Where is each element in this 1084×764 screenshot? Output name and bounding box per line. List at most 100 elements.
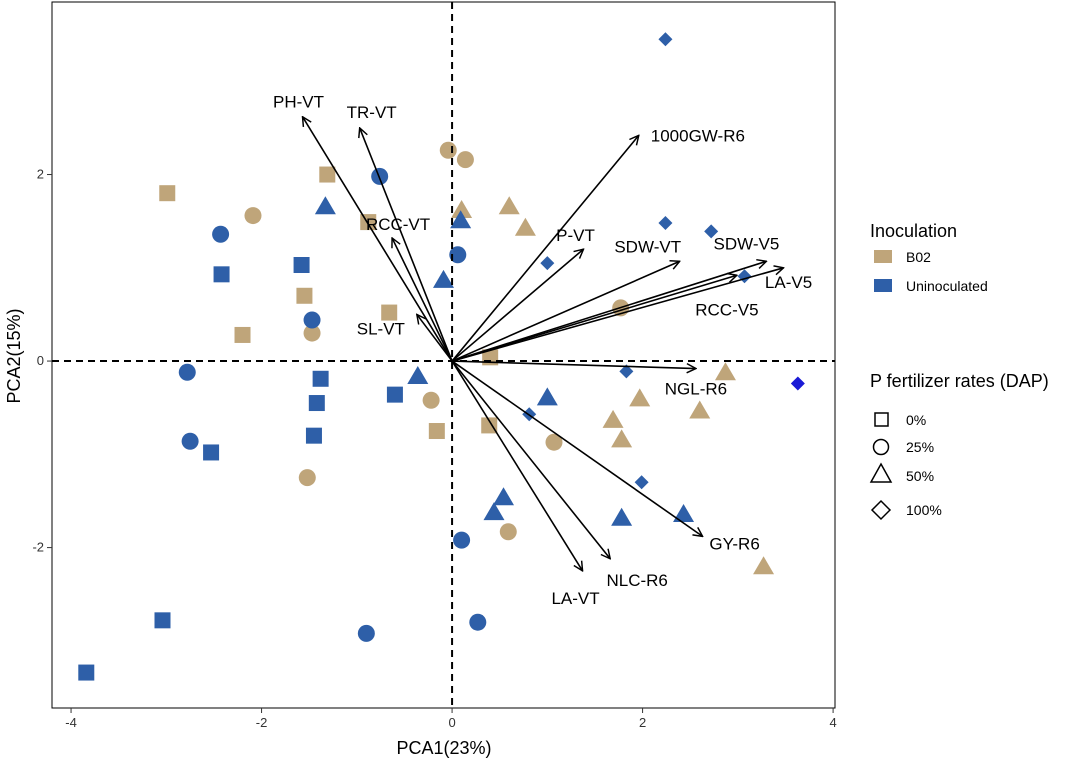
vector-1000gw-r6 (451, 135, 639, 362)
legend-label-0pct: 0% (906, 412, 926, 428)
point-b02-circle-10 (456, 151, 474, 169)
vector-label-ph-vt: PH-VT (273, 93, 324, 112)
y-tick-label-2: 2 (37, 167, 44, 182)
vector-gy-r6 (451, 360, 703, 536)
point-uninoculated-circle-41 (181, 432, 199, 450)
point-uninoculated-square-35 (78, 664, 95, 681)
point-uninoculated-diamond-54 (658, 32, 673, 47)
point-b02-triangle-18 (451, 199, 473, 218)
legend-label-50pct: 50% (906, 468, 934, 484)
point-uninoculated-square-29 (312, 370, 329, 387)
point-b02-square-4 (381, 304, 398, 321)
x-tick-label--2: -2 (256, 715, 268, 730)
point-uninoculated-square-30 (308, 395, 325, 412)
point-uninoculated-diamond-59 (619, 364, 634, 379)
vector-rcc-v5 (451, 275, 737, 362)
legend-key-b02 (874, 250, 892, 263)
vectors-layer: PH-VT TR-VT 1000GW-R6 RCC-VT P-VT SDW-VT SDW-V… (273, 93, 812, 608)
point-uninoculated-triangle-50 (493, 487, 515, 506)
legend-key-uninoculated (874, 279, 892, 292)
legend-key-diamond (870, 499, 892, 521)
vector-la-vt (451, 360, 583, 571)
vector-label-sdw-v5: SDW-V5 (714, 234, 780, 253)
point-b02-square-8 (428, 423, 445, 440)
point-b02-circle-12 (303, 324, 321, 342)
point-uninoculated-square-27 (213, 266, 230, 283)
x-tick-label--4: -4 (65, 715, 77, 730)
point-b02-square-0 (159, 185, 176, 202)
vector-label-la-vt: LA-VT (551, 589, 599, 608)
point-uninoculated-triangle-51 (483, 502, 505, 521)
vector-label-gy-r6: GY-R6 (709, 534, 759, 553)
vector-sdw-vt (451, 261, 680, 362)
point-uninoculated-circle-44 (357, 624, 375, 642)
point-uninoculated-square-28 (293, 257, 310, 274)
vector-sl-vt (417, 314, 453, 362)
point-uninoculated-diamond-62 (790, 376, 805, 391)
vector-rcc-vt (392, 238, 453, 362)
vector-label-nlc-r6: NLC-R6 (606, 571, 667, 590)
legend-p-rates-title: P fertilizer rates (DAP) (870, 371, 1049, 391)
legend-key-square (874, 412, 889, 427)
point-b02-triangle-26 (753, 556, 775, 575)
legend-label-25pct: 25% (906, 439, 934, 455)
plot-panel (51, 1, 836, 709)
y-axis-title: PCA2(15%) (4, 308, 24, 403)
point-b02-triangle-25 (611, 429, 633, 448)
point-uninoculated-circle-42 (453, 531, 471, 549)
vector-tr-vt (360, 128, 453, 362)
y-tick-label--2: -2 (32, 540, 44, 555)
point-b02-triangle-20 (514, 217, 536, 236)
vector-label-sdw-vt: SDW-VT (614, 237, 681, 256)
y-tick-label-0: 0 (37, 353, 44, 368)
vector-label-la-v5: LA-V5 (765, 273, 812, 292)
point-b02-square-1 (319, 166, 336, 183)
vector-sdw-v5 (451, 261, 766, 362)
point-b02-triangle-21 (714, 362, 736, 381)
point-b02-circle-17 (499, 523, 517, 541)
x-tick-label-4: 4 (829, 715, 836, 730)
point-b02-square-5 (234, 326, 251, 343)
point-b02-circle-11 (244, 207, 262, 225)
point-uninoculated-diamond-56 (704, 224, 719, 239)
point-uninoculated-triangle-49 (536, 387, 558, 406)
legend-label-b02: B02 (906, 249, 931, 265)
point-uninoculated-triangle-48 (407, 365, 429, 384)
vector-la-v5 (451, 268, 783, 362)
point-uninoculated-circle-40 (178, 363, 196, 381)
point-b02-triangle-22 (629, 388, 651, 407)
point-b02-square-7 (481, 417, 498, 434)
point-b02-square-3 (296, 287, 313, 304)
legend-label-uninoculated: Uninoculated (906, 278, 988, 294)
point-b02-triangle-19 (498, 196, 520, 215)
reference-lines (52, 2, 835, 708)
point-uninoculated-diamond-55 (658, 216, 673, 231)
axes-layer: -4 -2 0 2 4 -2 0 2 (32, 167, 836, 730)
vector-label-1000gw-r6: 1000GW-R6 (651, 126, 745, 145)
vector-ngl-r6 (452, 360, 696, 368)
point-uninoculated-circle-37 (212, 225, 230, 243)
x-tick-label-2: 2 (639, 715, 646, 730)
legend-inoculation-title: Inoculation (870, 221, 957, 241)
point-uninoculated-square-34 (154, 612, 171, 629)
legend-key-triangle (869, 462, 893, 483)
legend-inoculation: Inoculation B02 Uninoculated (870, 221, 988, 294)
point-uninoculated-circle-43 (469, 613, 487, 631)
point-uninoculated-square-33 (203, 444, 220, 461)
point-uninoculated-circle-39 (303, 311, 321, 329)
x-axis-title: PCA1(23%) (396, 738, 491, 758)
point-uninoculated-square-32 (386, 386, 403, 403)
vector-label-sl-vt: SL-VT (357, 319, 405, 338)
point-b02-triangle-23 (689, 400, 711, 419)
point-uninoculated-triangle-45 (314, 196, 336, 215)
point-b02-circle-14 (422, 391, 440, 409)
point-uninoculated-circle-38 (449, 246, 467, 264)
point-uninoculated-square-31 (305, 427, 322, 444)
vector-nlc-r6 (451, 360, 610, 559)
vector-ph-vt (303, 117, 453, 362)
point-uninoculated-triangle-53 (673, 504, 695, 523)
legend-p-rates: P fertilizer rates (DAP) 0% 25% 50% 100% (869, 371, 1049, 521)
x-tick-label-0: 0 (448, 715, 455, 730)
point-uninoculated-triangle-46 (450, 210, 472, 229)
